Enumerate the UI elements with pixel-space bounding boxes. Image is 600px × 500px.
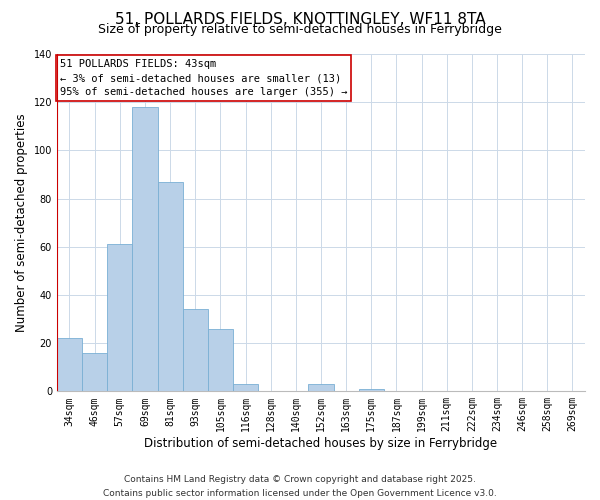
Bar bbox=[133, 107, 158, 392]
Bar bbox=[233, 384, 258, 392]
Bar bbox=[208, 328, 233, 392]
X-axis label: Distribution of semi-detached houses by size in Ferrybridge: Distribution of semi-detached houses by … bbox=[145, 437, 497, 450]
Bar bbox=[182, 310, 208, 392]
Text: 51 POLLARDS FIELDS: 43sqm
← 3% of semi-detached houses are smaller (13)
95% of s: 51 POLLARDS FIELDS: 43sqm ← 3% of semi-d… bbox=[59, 59, 347, 97]
Text: 51, POLLARDS FIELDS, KNOTTINGLEY, WF11 8TA: 51, POLLARDS FIELDS, KNOTTINGLEY, WF11 8… bbox=[115, 12, 485, 28]
Text: Contains HM Land Registry data © Crown copyright and database right 2025.
Contai: Contains HM Land Registry data © Crown c… bbox=[103, 476, 497, 498]
Bar bbox=[308, 384, 334, 392]
Y-axis label: Number of semi-detached properties: Number of semi-detached properties bbox=[15, 114, 28, 332]
Bar bbox=[359, 389, 384, 392]
Bar bbox=[158, 182, 182, 392]
Bar bbox=[57, 338, 82, 392]
Bar bbox=[82, 353, 107, 392]
Bar bbox=[107, 244, 133, 392]
Text: Size of property relative to semi-detached houses in Ferrybridge: Size of property relative to semi-detach… bbox=[98, 22, 502, 36]
